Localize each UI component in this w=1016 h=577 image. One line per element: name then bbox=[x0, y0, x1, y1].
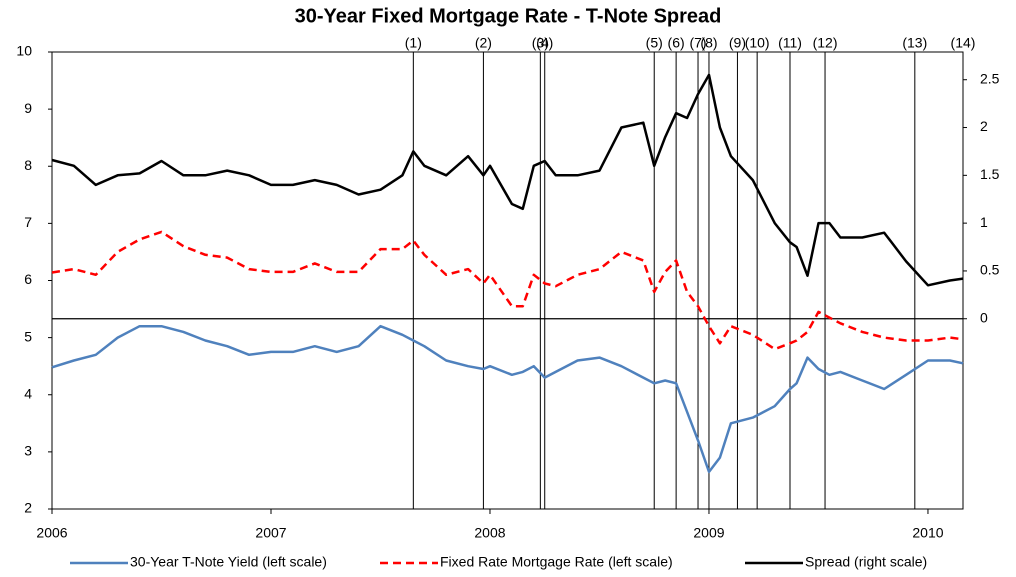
y-tick-label: 8 bbox=[24, 157, 32, 173]
x-tick-label: 2009 bbox=[693, 525, 724, 541]
event-label: (7) bbox=[689, 35, 706, 51]
series-line bbox=[51, 73, 964, 287]
event-label: (6) bbox=[668, 35, 685, 51]
legend-label: 30-Year T-Note Yield (left scale) bbox=[130, 554, 327, 570]
event-label: (1) bbox=[405, 35, 422, 51]
y2-tick-label: 1 bbox=[980, 214, 988, 230]
event-label: (2) bbox=[475, 35, 492, 51]
y2-tick-label: 0.5 bbox=[980, 262, 1000, 278]
series-line bbox=[51, 324, 964, 474]
x-tick-label: 2010 bbox=[912, 525, 943, 541]
y-tick-label: 5 bbox=[24, 328, 32, 344]
y-tick-label: 6 bbox=[24, 271, 32, 287]
y-tick-label: 7 bbox=[24, 214, 32, 230]
x-tick-label: 2007 bbox=[255, 525, 286, 541]
x-tick-label: 2006 bbox=[36, 525, 67, 541]
event-label: (4) bbox=[536, 35, 553, 51]
event-label: (8) bbox=[700, 35, 717, 51]
y2-tick-label: 1.5 bbox=[980, 166, 1000, 182]
y-tick-label: 9 bbox=[24, 100, 32, 116]
legend-label: Spread (right scale) bbox=[805, 554, 927, 570]
y2-tick-label: 0 bbox=[980, 309, 988, 325]
y-tick-label: 2 bbox=[24, 500, 32, 516]
event-label: (3) bbox=[532, 35, 549, 51]
y-tick-label: 10 bbox=[16, 43, 32, 59]
event-label: (12) bbox=[813, 35, 838, 51]
plot-frame bbox=[51, 51, 964, 510]
event-label: (14) bbox=[951, 35, 976, 51]
x-tick-label: 2008 bbox=[474, 525, 505, 541]
event-label: (10) bbox=[745, 35, 770, 51]
y-tick-label: 3 bbox=[24, 443, 32, 459]
legend-label: Fixed Rate Mortgage Rate (left scale) bbox=[440, 554, 673, 570]
series-line bbox=[51, 230, 964, 351]
event-label: (11) bbox=[778, 35, 802, 51]
event-label: (5) bbox=[646, 35, 663, 51]
event-label: (9) bbox=[729, 35, 746, 51]
event-label: (13) bbox=[902, 35, 927, 51]
y2-tick-label: 2 bbox=[980, 118, 988, 134]
chart-title: 30-Year Fixed Mortgage Rate - T-Note Spr… bbox=[295, 5, 722, 27]
y2-tick-label: 2.5 bbox=[980, 70, 1000, 86]
y-tick-label: 4 bbox=[24, 385, 32, 401]
